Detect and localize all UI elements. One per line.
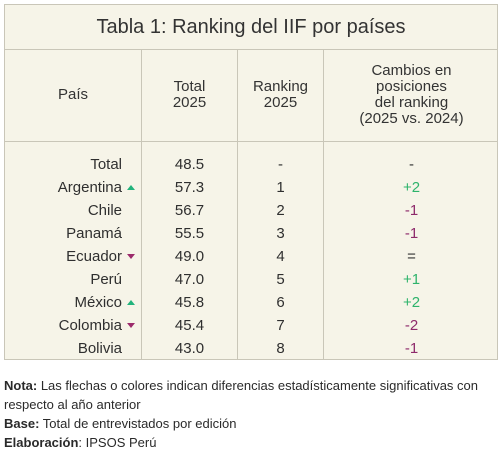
change-cell: -1 bbox=[404, 225, 419, 242]
table-body: Total 48.5- - Argentina 57.3 1 +2 Chile 56.7 2 -1 P… bbox=[5, 153, 497, 360]
ranking-cell: 1 bbox=[276, 179, 285, 196]
country-name: Total bbox=[90, 156, 122, 173]
column-divider bbox=[141, 49, 142, 359]
change-cell: +2 bbox=[402, 294, 421, 311]
change-cell: - bbox=[409, 156, 414, 173]
country-cell: Panamá bbox=[5, 222, 141, 245]
header-total: Total 2025 bbox=[142, 49, 237, 141]
country-cell: Bolivia bbox=[5, 337, 141, 360]
header-change: Cambios en posiciones del ranking (2025 … bbox=[324, 49, 499, 141]
header-change-line2: posiciones bbox=[376, 78, 447, 95]
note-label: Nota: bbox=[4, 378, 38, 393]
elaboration-line: Elaboración: IPSOS Perú bbox=[4, 433, 499, 452]
table-row: Bolivia 43.0 8 -1 bbox=[5, 337, 497, 360]
country-cell: Perú bbox=[5, 268, 141, 291]
base-label: Base: bbox=[4, 416, 40, 431]
header-change-line1: Cambios en bbox=[371, 62, 452, 79]
country-name: Argentina bbox=[57, 179, 122, 196]
elaboration-label: Elaboración bbox=[4, 435, 79, 450]
country-name: Bolivia bbox=[77, 340, 122, 357]
country-cell: México bbox=[5, 291, 141, 314]
ranking-cell: 4 bbox=[276, 248, 285, 265]
table-notes: Nota: Las flechas o colores indican dife… bbox=[4, 376, 499, 452]
elaboration-text: : IPSOS Perú bbox=[78, 435, 157, 450]
arrow-up-icon bbox=[127, 300, 141, 305]
total-cell: 47.0 bbox=[174, 271, 205, 288]
arrow-up-icon bbox=[127, 185, 141, 190]
total-cell: 55.5 bbox=[174, 225, 205, 242]
table-row: Argentina 57.3 1 +2 bbox=[5, 176, 497, 199]
country-cell: Ecuador bbox=[5, 245, 141, 268]
country-name: Ecuador bbox=[66, 248, 122, 265]
country-name: Perú bbox=[90, 271, 122, 288]
change-cell: -1 bbox=[404, 340, 419, 357]
total-cell: 45.4 bbox=[174, 317, 205, 334]
table-row: Colombia 45.4 7 -2 bbox=[5, 314, 497, 337]
total-cell: 56.7 bbox=[174, 202, 205, 219]
ranking-cell: 5 bbox=[276, 271, 285, 288]
change-cell: +2 bbox=[402, 179, 421, 196]
table-row: México 45.8 6 +2 bbox=[5, 291, 497, 314]
ranking-cell: 6 bbox=[276, 294, 285, 311]
ranking-cell: 3 bbox=[276, 225, 285, 242]
country-cell: Argentina bbox=[5, 176, 141, 199]
ranking-cell: 8 bbox=[276, 340, 285, 357]
header-ranking-line1: Ranking bbox=[252, 78, 309, 95]
column-divider bbox=[323, 49, 324, 359]
header-ranking-line2: 2025 bbox=[263, 94, 298, 111]
country-cell: Colombia bbox=[5, 314, 141, 337]
base-text: Total de entrevistados por edición bbox=[39, 416, 237, 431]
note-text: Las flechas o colores indican diferencia… bbox=[4, 378, 479, 412]
header-country: País bbox=[5, 49, 141, 141]
total-cell: 43.0 bbox=[174, 340, 205, 357]
note-line: Nota: Las flechas o colores indican dife… bbox=[4, 376, 499, 414]
header-ranking: Ranking 2025 bbox=[238, 49, 323, 141]
total-cell: 45.8 bbox=[174, 294, 205, 311]
table-header: País Total 2025 Ranking 2025 Cambios en … bbox=[5, 49, 497, 142]
total-cell: 49.0 bbox=[174, 248, 205, 265]
base-line: Base: Total de entrevistados por edición bbox=[4, 414, 499, 433]
country-name: Panamá bbox=[66, 225, 122, 242]
header-country-label: País bbox=[57, 86, 88, 103]
table-row: Panamá 55.5 3 -1 bbox=[5, 222, 497, 245]
total-cell: 57.3 bbox=[174, 179, 205, 196]
arrow-down-icon bbox=[127, 323, 141, 328]
country-cell: Chile bbox=[5, 199, 141, 222]
table-row: Ecuador 49.0 4 = bbox=[5, 245, 497, 268]
total-cell: 48.5 bbox=[174, 156, 205, 173]
ranking-cell: 7 bbox=[276, 317, 285, 334]
column-divider bbox=[237, 49, 238, 359]
country-name: Colombia bbox=[58, 317, 122, 334]
table-title: Tabla 1: Ranking del IIF por países bbox=[5, 5, 497, 50]
ranking-cell: - bbox=[278, 156, 283, 173]
country-name: México bbox=[74, 294, 122, 311]
table-row: Chile 56.7 2 -1 bbox=[5, 199, 497, 222]
ranking-cell: 2 bbox=[276, 202, 285, 219]
change-cell: -1 bbox=[404, 202, 419, 219]
country-cell: Total bbox=[5, 153, 141, 176]
country-name: Chile bbox=[87, 202, 122, 219]
header-total-line2: 2025 bbox=[172, 94, 207, 111]
ranking-table: Tabla 1: Ranking del IIF por países País… bbox=[4, 4, 498, 360]
arrow-down-icon bbox=[127, 254, 141, 259]
change-cell: -2 bbox=[404, 317, 419, 334]
header-total-line1: Total bbox=[173, 78, 206, 95]
change-cell: = bbox=[407, 248, 416, 265]
change-cell: +1 bbox=[402, 271, 421, 288]
table-row: Total 48.5 - - bbox=[5, 153, 497, 176]
header-change-line3: del ranking bbox=[374, 94, 449, 111]
table-row: Perú 47.0 5 +1 bbox=[5, 268, 497, 291]
header-change-line4: (2025 vs. 2024) bbox=[359, 110, 464, 127]
